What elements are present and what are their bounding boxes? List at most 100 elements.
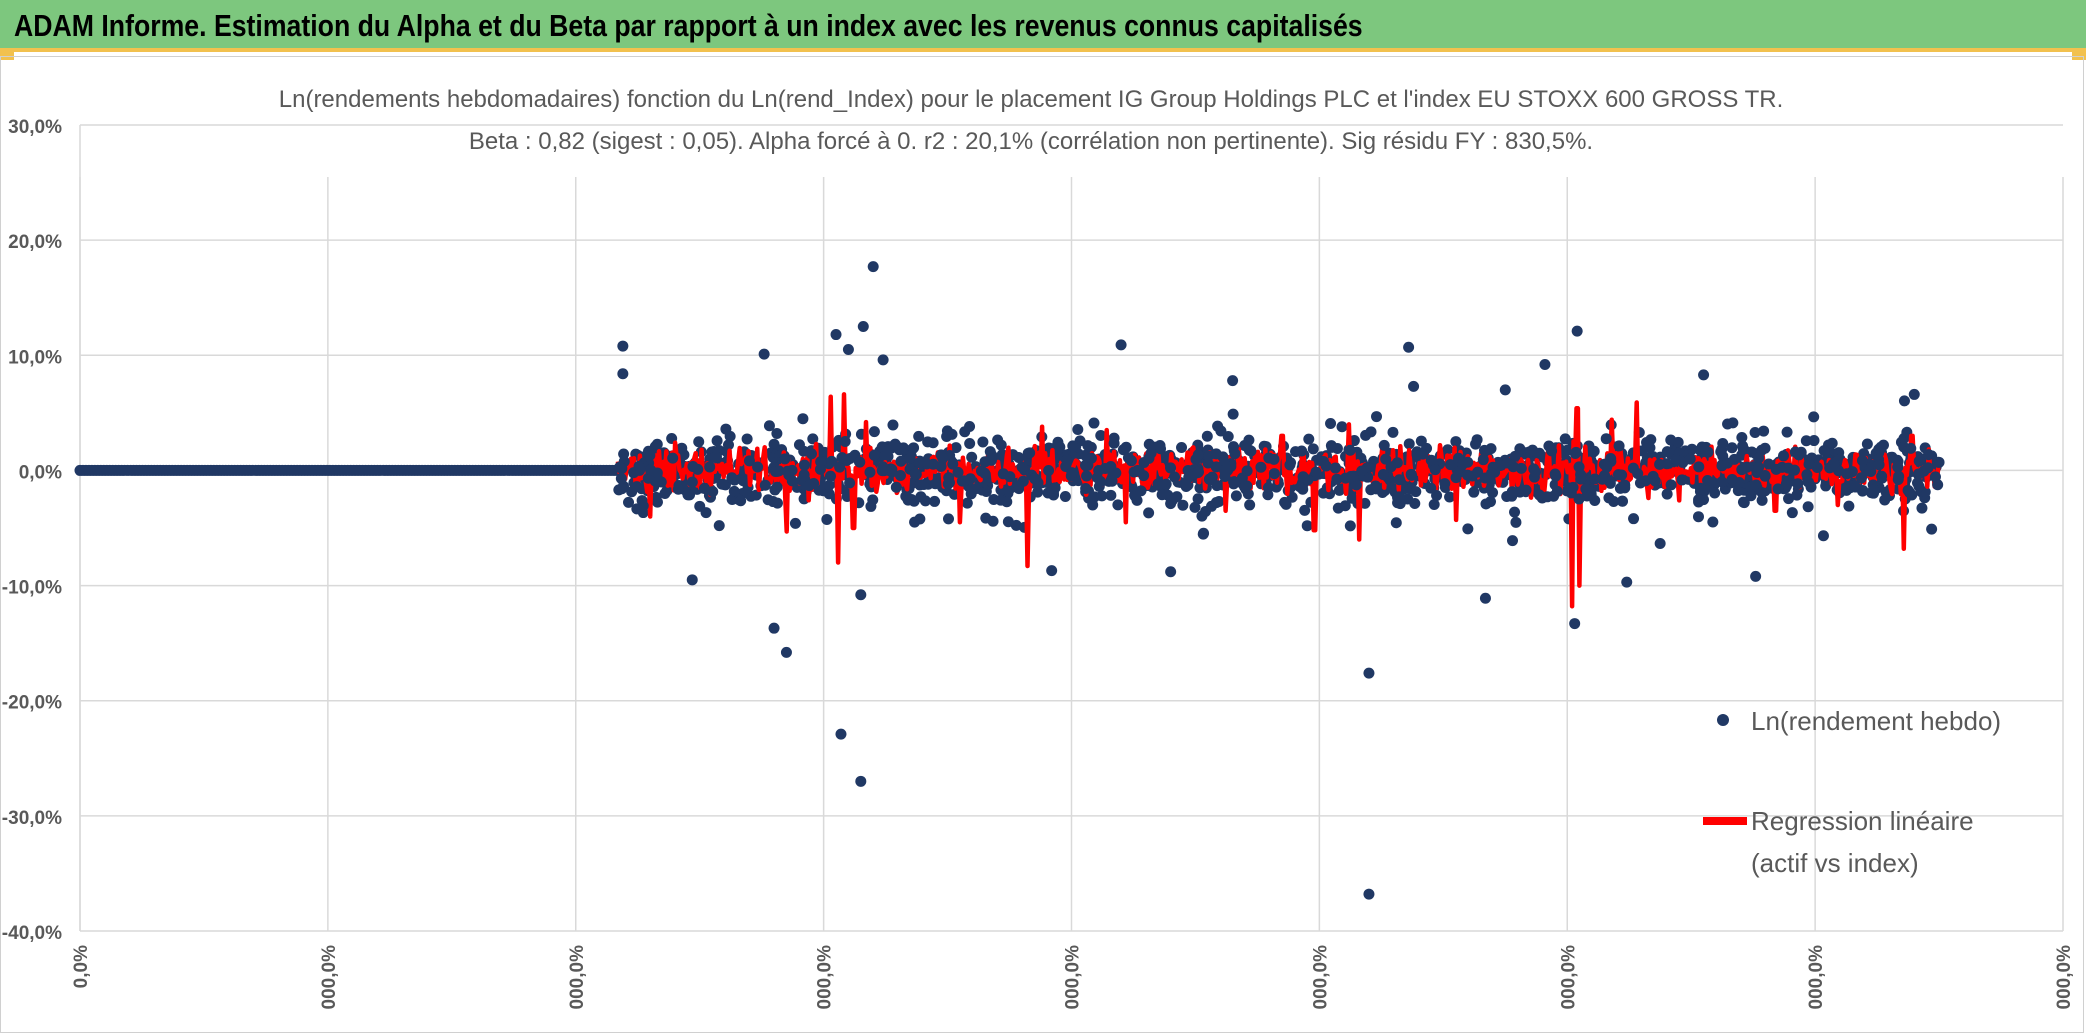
data-point [964,420,976,432]
data-point [1828,458,1840,470]
data-point [1716,476,1728,488]
data-point [834,461,846,473]
x-tick-label: 000,0% [1063,945,1084,1010]
data-point [1905,442,1917,454]
data-point [1345,470,1357,482]
data-point [1112,499,1124,511]
data-point [1932,456,1944,468]
data-point [645,464,657,476]
data-point [905,493,917,505]
data-point [1331,473,1343,485]
data-point [1029,473,1041,485]
data-point [1826,437,1838,449]
y-tick-label: 0,0% [19,462,62,483]
scatter-chart: 30,0% 20,0% 10,0% 0,0% -10,0% -20,0% -30,0% -40… [2,86,2075,1010]
data-point [735,495,747,507]
data-point [789,517,801,529]
data-point [741,433,753,445]
data-point [682,489,694,501]
data-point [919,495,931,507]
data-point [698,482,710,494]
data-point-outlier [686,574,698,586]
data-point-outlier [1908,388,1920,400]
data-point [651,438,663,450]
data-point-outlier [768,622,780,634]
data-point [805,448,817,460]
data-point [1444,459,1456,471]
data-point [1192,467,1204,479]
data-point [1450,472,1462,484]
data-point [1808,435,1820,447]
data-point [1721,457,1733,469]
data-point [1520,484,1532,496]
data-point-outlier [830,329,842,341]
data-point [1654,538,1666,550]
data-point [1431,489,1443,501]
data-point [886,464,898,476]
data-point [904,452,916,464]
data-point [1329,462,1341,474]
y-tick-label: -30,0% [2,808,62,829]
data-point [750,489,762,501]
data-point [821,513,833,525]
chart-frame: 30,0% 20,0% 10,0% 0,0% -10,0% -20,0% -30,0% -40… [0,56,2084,1033]
data-point [868,449,880,461]
data-point-outlier [877,354,889,366]
x-tick-label: 0,0% [71,945,92,988]
data-point [1429,464,1441,476]
data-point [941,430,953,442]
data-point [1245,445,1257,457]
data-point [909,468,921,480]
data-point [773,465,785,477]
data-point [1344,520,1356,532]
data-point [1239,481,1251,493]
data-point [1487,487,1499,499]
data-point [1428,499,1440,511]
data-point [707,486,719,498]
chart-title: Ln(rendements hebdomadaires) fonction du… [279,86,1784,113]
data-point [779,453,791,465]
data-point [1749,427,1761,439]
data-point-outlier [1165,566,1177,578]
data-point [1793,449,1805,461]
data-point [1317,487,1329,499]
data-point [614,461,626,473]
data-point [1378,439,1390,451]
data-point [1929,471,1941,483]
data-point [693,436,705,448]
data-point [825,470,837,482]
data-point [1501,457,1513,469]
data-point [1085,441,1097,453]
data-point [1411,449,1423,461]
data-point [1856,485,1868,497]
data-point [1891,454,1903,466]
data-point [1694,482,1706,494]
data-point-outlier [1539,358,1551,370]
data-point [798,469,810,481]
data-point-outlier [1571,325,1583,337]
data-point [1596,473,1608,485]
data-point [1478,444,1490,456]
data-point [950,442,962,454]
y-tick-label: -20,0% [2,693,62,714]
data-point-outlier [855,775,867,787]
data-point [979,467,991,479]
data-point [1753,461,1765,473]
data-point [995,484,1007,496]
data-point [961,497,973,509]
legend-label-regression-line1: Regression linéaire [1751,806,1974,836]
data-point [1772,483,1784,495]
data-point [1024,447,1036,459]
data-point [1756,487,1768,499]
data-point-outlier [1403,341,1415,353]
regression-layer [614,261,1945,900]
x-tick-label: 000,0% [815,945,836,1010]
data-point [1786,507,1798,519]
y-tick-label: 30,0% [8,117,62,138]
data-point [1856,455,1868,467]
data-point [1297,483,1309,495]
data-point [1415,435,1427,447]
data-point [724,430,736,442]
data-point [1439,478,1451,490]
data-point [631,481,643,493]
